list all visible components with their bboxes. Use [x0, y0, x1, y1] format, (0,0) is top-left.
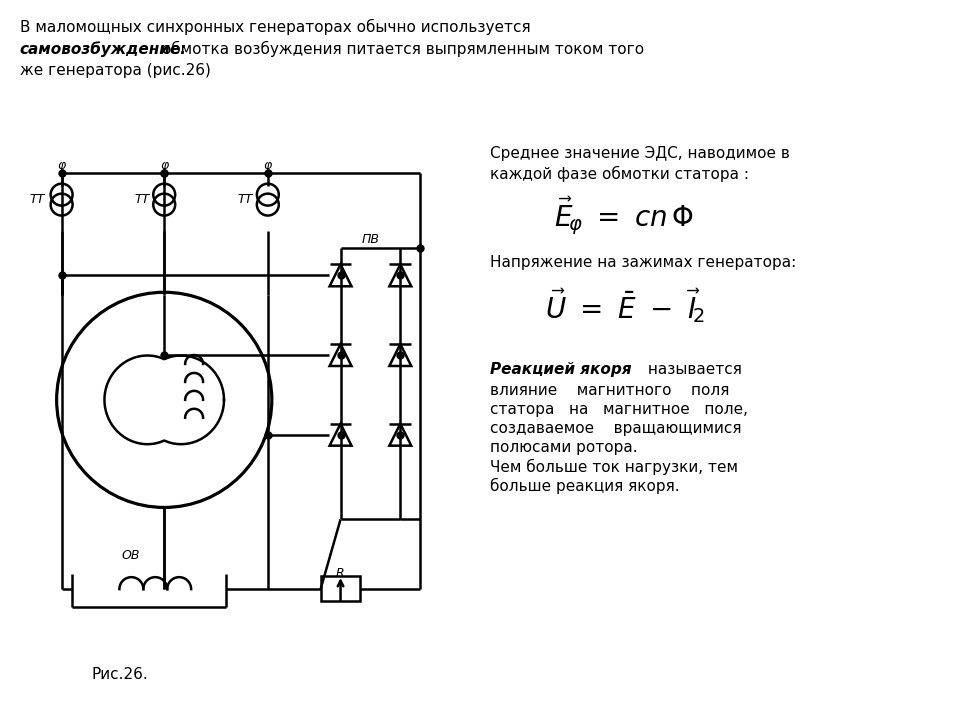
Text: Среднее значение ЭДС, наводимое в: Среднее значение ЭДС, наводимое в	[490, 146, 790, 161]
Text: Рис.26.: Рис.26.	[91, 667, 148, 682]
Text: φ: φ	[264, 159, 272, 172]
Bar	[321, 576, 360, 601]
Text: самовозбуждение:: самовозбуждение:	[20, 41, 187, 57]
Text: ТТ: ТТ	[134, 193, 150, 206]
Text: ТТ: ТТ	[238, 193, 253, 206]
Text: ПВ: ПВ	[361, 233, 379, 246]
Text: В маломощных синхронных генераторах обычно используется: В маломощных синхронных генераторах обыч…	[20, 19, 531, 35]
Text: φ: φ	[58, 159, 66, 172]
Text: статора   на   магнитное   поле,: статора на магнитное поле,	[490, 402, 748, 417]
Text: называется: называется	[643, 362, 742, 377]
Text: же генератора (рис.26): же генератора (рис.26)	[20, 63, 210, 78]
Text: R: R	[336, 567, 345, 580]
Text: $\mathit{\vec{E}}_{\!\varphi}\ =\ cn\,\Phi$: $\mathit{\vec{E}}_{\!\varphi}\ =\ cn\,\P…	[555, 194, 694, 237]
Text: ОВ: ОВ	[121, 549, 140, 562]
Text: ТТ: ТТ	[30, 193, 45, 206]
Text: Напряжение на зажимах генератора:: Напряжение на зажимах генератора:	[490, 256, 796, 271]
Text: полюсами ротора.: полюсами ротора.	[490, 440, 637, 455]
Text: каждой фазе обмотки статора :: каждой фазе обмотки статора :	[490, 166, 749, 182]
Text: Реакцией якоря: Реакцией якоря	[490, 362, 632, 377]
Text: Чем больше ток нагрузки, тем: Чем больше ток нагрузки, тем	[490, 459, 738, 474]
Text: $\vec{U}\ =\ \bar{E}\ -\ \vec{I}_{\!2}$: $\vec{U}\ =\ \bar{E}\ -\ \vec{I}_{\!2}$	[544, 286, 705, 325]
Text: создаваемое    вращающимися: создаваемое вращающимися	[490, 420, 741, 436]
Text: обмотка возбуждения питается выпрямленным током того: обмотка возбуждения питается выпрямленны…	[157, 41, 644, 58]
Text: больше реакция якоря.: больше реакция якоря.	[490, 477, 680, 494]
Text: влияние    магнитного    поля: влияние магнитного поля	[490, 383, 730, 398]
Text: φ: φ	[160, 159, 169, 172]
